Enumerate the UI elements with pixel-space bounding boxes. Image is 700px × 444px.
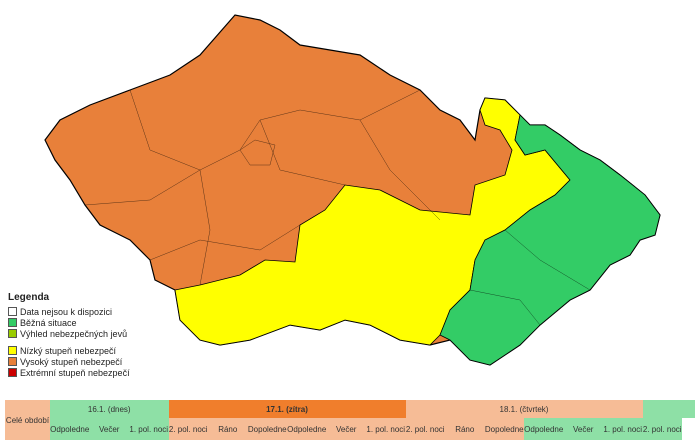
period-cell[interactable]: Odpoledne <box>524 418 564 440</box>
period-cell[interactable]: Večer <box>89 418 129 440</box>
period-cell[interactable]: Ráno <box>208 418 248 440</box>
period-cell[interactable]: 2. pol. noci <box>642 418 682 440</box>
legend-item: Extrémní stupeň nebezpečí <box>8 367 130 378</box>
period-cell[interactable]: 2. pol. noci <box>405 418 445 440</box>
region-normal <box>439 114 661 366</box>
day-cell[interactable]: 16.1. (dnes) <box>50 400 169 418</box>
district-borders <box>84 89 591 326</box>
legend-label: Vysoký stupeň nebezpečí <box>20 356 123 367</box>
period-cell[interactable]: Odpoledne <box>50 418 90 440</box>
legend-swatch <box>8 329 17 338</box>
period-cell[interactable]: 1. pol. noci <box>366 418 406 440</box>
period-cell[interactable]: Odpoledne <box>287 418 327 440</box>
legend-item: Data nejsou k dispozici <box>8 306 130 317</box>
day-cell[interactable]: 17.1. (zítra) <box>168 400 406 418</box>
legend-label: Extrémní stupeň nebezpečí <box>20 367 130 378</box>
period-cell[interactable]: Ráno <box>445 418 485 440</box>
legend-swatch <box>8 318 17 327</box>
legend: Legenda Data nejsou k dispozici Běžná sit… <box>8 292 130 378</box>
legend-item: Vysoký stupeň nebezpečí <box>8 356 130 367</box>
period-cell[interactable]: 2. pol. noci <box>168 418 208 440</box>
legend-label: Nízký stupeň nebezpečí <box>20 345 117 356</box>
period-cell[interactable]: Dopoledne <box>247 418 287 440</box>
period-cell[interactable]: Večer <box>326 418 366 440</box>
day-cell <box>637 400 695 418</box>
period-cell[interactable]: 1. pol. noci <box>603 418 643 440</box>
map <box>44 14 661 366</box>
overall-cell[interactable]: Celé období <box>5 400 50 440</box>
legend-label: Výhled nebezpečných jevů <box>20 328 128 339</box>
legend-item: Běžná situace <box>8 317 130 328</box>
legend-swatch <box>8 346 17 355</box>
legend-item: Výhled nebezpečných jevů <box>8 328 130 339</box>
timeline: Celé období 16.1. (dnes) 17.1. (zítra) 18.… <box>5 400 695 440</box>
legend-label: Běžná situace <box>20 317 77 328</box>
legend-swatch <box>8 307 17 316</box>
legend-title: Legenda <box>8 292 50 303</box>
legend-label: Data nejsou k dispozici <box>20 306 113 317</box>
period-cell[interactable]: 1. pol. noci <box>129 418 169 440</box>
legend-swatch <box>8 357 17 366</box>
day-cell[interactable]: 18.1. (čtvrtek) <box>405 400 643 418</box>
legend-item: Nízký stupeň nebezpečí <box>8 345 130 356</box>
period-cell[interactable]: Večer <box>563 418 603 440</box>
legend-swatch <box>8 368 17 377</box>
period-cell[interactable]: Dopoledne <box>484 418 524 440</box>
